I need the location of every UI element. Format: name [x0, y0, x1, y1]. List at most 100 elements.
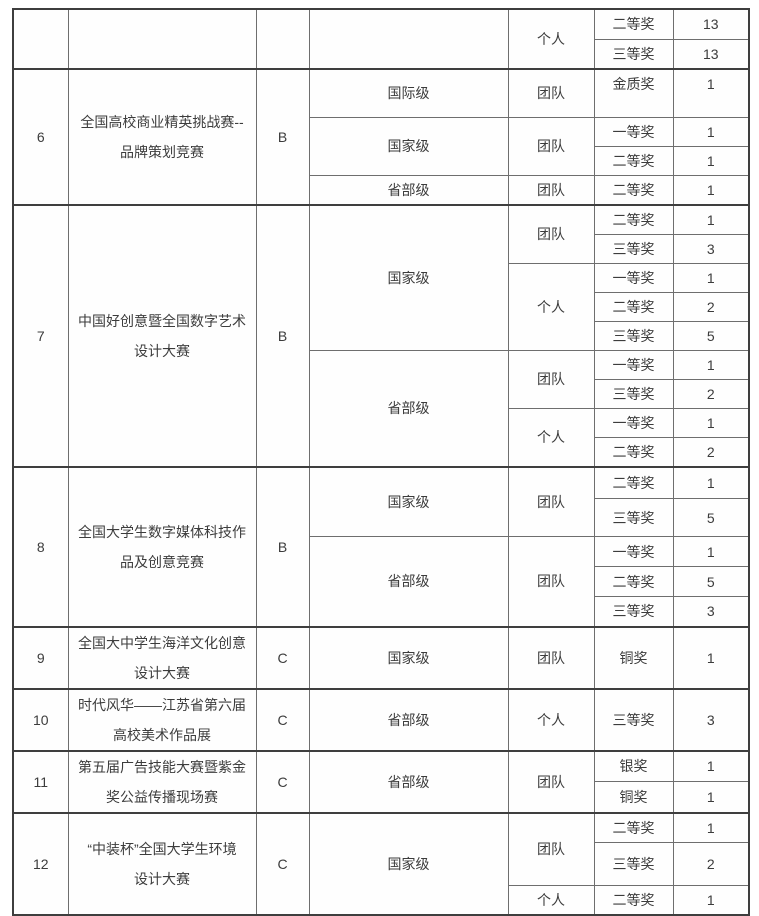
table-row: 三等奖 5	[13, 320, 750, 351]
index-cell: 9	[12, 625, 69, 689]
competition-name-cell: 全国大中学生海洋文化创意 设计大赛	[67, 625, 257, 689]
award-cell: 三等奖	[593, 687, 674, 751]
competition-name-cell: 中国好创意暨全国数字艺术 设计大赛	[67, 203, 257, 467]
group-cell: 个人	[507, 884, 595, 916]
count-cell: 1	[672, 174, 750, 205]
level-cell	[308, 8, 509, 70]
table-row: 10 时代风华——江苏省第六届 高校美术作品展 C 省部级 个人 三等奖 3	[12, 687, 750, 751]
grade-cell: C	[255, 811, 310, 916]
competition-name-cell: 全国大学生数字媒体科技作 品及创意竞赛	[67, 465, 257, 627]
count-cell: 1	[672, 536, 750, 567]
award-cell: 二等奖	[593, 436, 674, 467]
index-cell: 11	[12, 749, 69, 813]
award-cell: 三等奖	[593, 233, 674, 264]
award-cell: 一等奖	[593, 116, 674, 147]
count-cell: 5	[672, 566, 750, 597]
table-row: 个人 一等奖 1	[13, 407, 750, 467]
level-cell: 国家级	[308, 203, 509, 351]
award-cell: 二等奖	[593, 884, 674, 916]
count-cell: 1	[672, 625, 750, 689]
table-row: 省部级 团队 一等奖 1	[13, 536, 750, 627]
table-row: 11 第五届广告技能大赛暨紫金 奖公益传播现场赛 C 省部级 团队 银奖 1	[12, 749, 750, 813]
group-cell: 团队	[507, 465, 595, 537]
count-cell: 5	[672, 320, 750, 351]
table-row: 二等奖 5	[13, 566, 750, 597]
index-cell: 8	[12, 465, 69, 627]
grade-cell: B	[255, 465, 310, 627]
count-cell: 1	[672, 203, 750, 235]
group-cell: 团队	[507, 749, 595, 813]
count-cell: 3	[672, 233, 750, 264]
level-cell: 省部级	[308, 174, 509, 205]
count-cell: 2	[672, 436, 750, 467]
count-cell: 1	[672, 781, 750, 813]
count-cell: 1	[672, 811, 750, 843]
award-cell: 二等奖	[593, 145, 674, 176]
group-cell: 团队	[507, 536, 595, 627]
group-cell: 团队	[507, 203, 595, 264]
table-row: 铜奖 1	[13, 781, 750, 813]
award-cell: 金质奖	[593, 68, 674, 118]
award-cell: 二等奖	[593, 203, 674, 235]
group-cell: 个人	[507, 407, 595, 467]
table-row: 三等奖 2	[13, 378, 750, 409]
group-cell: 团队	[507, 349, 595, 409]
table-row: 7 中国好创意暨全国数字艺术 设计大赛 B 国家级 团队 二等奖 1	[12, 203, 750, 467]
award-cell: 铜奖	[593, 625, 674, 689]
table-row: 三等奖 5	[13, 498, 750, 537]
count-cell: 1	[672, 349, 750, 380]
award-cell: 二等奖	[593, 811, 674, 843]
count-cell: 1	[672, 145, 750, 176]
group-cell: 个人	[507, 8, 595, 70]
index-cell: 10	[12, 687, 69, 751]
group-cell: 团队	[507, 116, 595, 176]
competition-name-cell: “中装杯”全国大学生环境 设计大赛	[67, 811, 257, 916]
award-cell: 一等奖	[593, 262, 674, 293]
level-cell: 国家级	[308, 811, 509, 916]
count-cell: 5	[672, 498, 750, 537]
table-row: 二等奖 2	[13, 291, 750, 322]
award-cell: 铜奖	[593, 781, 674, 813]
level-cell: 省部级	[308, 536, 509, 627]
award-cell: 三等奖	[593, 320, 674, 351]
count-cell: 2	[672, 841, 750, 886]
table-row: 8 全国大学生数字媒体科技作 品及创意竞赛 B 国家级 团队 二等奖 1	[12, 465, 750, 627]
index-cell	[12, 8, 69, 70]
group-cell: 个人	[507, 262, 595, 351]
table-row: 三等奖 13	[13, 38, 750, 70]
award-cell: 三等奖	[593, 378, 674, 409]
count-cell: 1	[672, 116, 750, 147]
table-row: 个人 一等奖 1	[13, 262, 750, 351]
competition-name-cell: 第五届广告技能大赛暨紫金 奖公益传播现场赛	[67, 749, 257, 813]
table-row: 个人 二等奖 13	[12, 8, 750, 70]
table-row: 二等奖 1	[13, 145, 750, 176]
count-cell: 2	[672, 378, 750, 409]
competition-name-cell: 全国高校商业精英挑战赛-- 品牌策划竞赛	[67, 68, 257, 205]
award-cell: 二等奖	[593, 174, 674, 205]
table-row: 9 全国大中学生海洋文化创意 设计大赛 C 国家级 团队 铜奖 1	[12, 625, 750, 689]
index-cell: 6	[12, 68, 69, 205]
grade-cell: C	[255, 687, 310, 751]
count-cell: 1	[672, 465, 750, 499]
group-cell: 团队	[507, 68, 595, 118]
count-cell: 3	[672, 687, 750, 751]
count-cell: 1	[672, 884, 750, 916]
count-cell: 1	[672, 749, 750, 782]
table-row: 12 “中装杯”全国大学生环境 设计大赛 C 国家级 团队 二等奖 1	[12, 811, 750, 916]
level-cell: 国家级	[308, 465, 509, 537]
count-cell: 3	[672, 596, 750, 627]
level-cell: 省部级	[308, 687, 509, 751]
table-row: 省部级 团队 二等奖 1	[13, 174, 750, 205]
grade-cell: C	[255, 749, 310, 813]
table-body: 个人 二等奖 13 三等奖 13 6 全国高校商业精英挑战赛-- 品牌策划竞赛 B 国际级 团队金…	[12, 8, 750, 916]
award-cell: 二等奖	[593, 8, 674, 40]
table-row: 三等奖 3	[13, 233, 750, 264]
count-cell: 2	[672, 291, 750, 322]
table-row: 三等奖 3	[13, 596, 750, 627]
table-row: 6 全国高校商业精英挑战赛-- 品牌策划竞赛 B 国际级 团队 金质奖 1	[12, 68, 750, 205]
level-cell: 省部级	[308, 749, 509, 813]
count-cell: 13	[672, 38, 750, 70]
award-cell: 二等奖	[593, 566, 674, 597]
count-cell: 1	[672, 407, 750, 438]
grade-cell	[255, 8, 310, 70]
